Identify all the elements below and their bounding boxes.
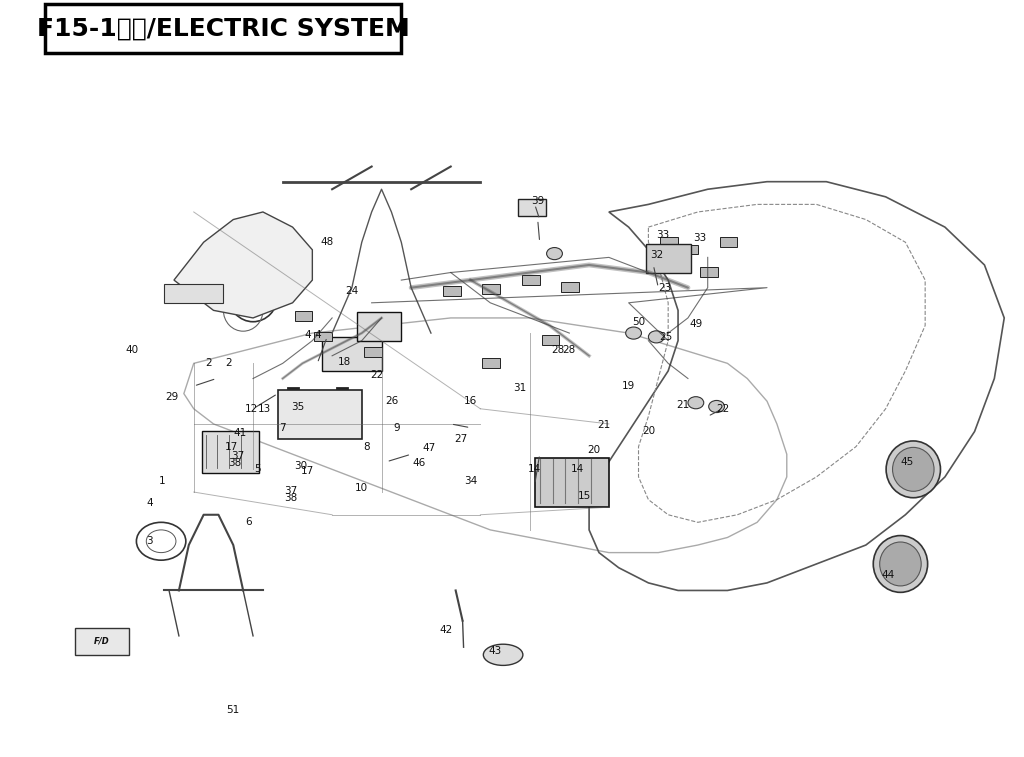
Bar <box>660 237 678 247</box>
Text: F/D: F/D <box>94 637 110 646</box>
Text: 29: 29 <box>165 392 178 403</box>
Bar <box>75 628 129 655</box>
Text: 7: 7 <box>280 422 286 433</box>
Bar <box>535 458 609 507</box>
Bar <box>518 199 546 216</box>
Text: 37: 37 <box>231 450 245 461</box>
Text: 38: 38 <box>228 458 242 469</box>
Text: 28: 28 <box>551 344 564 355</box>
Bar <box>699 267 718 277</box>
Bar <box>720 237 737 247</box>
Text: 43: 43 <box>488 646 502 656</box>
Text: 1: 1 <box>159 475 166 486</box>
Text: F15-1电气/ELECTRIC SYSTEM: F15-1电气/ELECTRIC SYSTEM <box>37 17 410 40</box>
Text: 8: 8 <box>364 441 370 452</box>
Bar <box>522 275 540 285</box>
Text: 9: 9 <box>393 422 399 433</box>
Bar <box>314 332 332 341</box>
Ellipse shape <box>880 542 922 586</box>
Text: 27: 27 <box>454 434 467 444</box>
Text: 33: 33 <box>693 233 707 244</box>
Text: 32: 32 <box>649 250 663 260</box>
Text: 17: 17 <box>224 441 238 452</box>
Bar <box>356 312 401 341</box>
Bar <box>542 335 559 345</box>
Bar <box>482 358 500 368</box>
Ellipse shape <box>893 447 934 491</box>
Text: 20: 20 <box>588 445 601 456</box>
Text: 41: 41 <box>233 428 247 438</box>
Text: 21: 21 <box>597 420 610 431</box>
Circle shape <box>648 331 665 343</box>
Ellipse shape <box>873 536 928 592</box>
Text: 19: 19 <box>622 381 635 391</box>
Text: 14: 14 <box>528 464 542 475</box>
Circle shape <box>626 327 641 339</box>
Bar <box>295 311 312 321</box>
Text: 17: 17 <box>301 466 314 476</box>
Bar <box>561 282 580 292</box>
Text: 26: 26 <box>385 396 398 407</box>
Text: 4: 4 <box>304 329 310 340</box>
Bar <box>45 4 401 53</box>
Bar <box>442 286 461 296</box>
Bar <box>323 337 382 371</box>
Polygon shape <box>174 212 312 318</box>
Bar <box>364 347 382 357</box>
Text: 22: 22 <box>370 369 383 380</box>
Text: 10: 10 <box>355 483 369 494</box>
Text: 2: 2 <box>225 358 231 369</box>
Text: 15: 15 <box>578 491 591 501</box>
Circle shape <box>709 400 725 413</box>
Ellipse shape <box>483 644 523 665</box>
Text: 12: 12 <box>245 403 258 414</box>
Text: 4: 4 <box>314 329 321 340</box>
Text: 13: 13 <box>258 403 271 414</box>
Text: 24: 24 <box>345 286 358 297</box>
Text: 14: 14 <box>570 464 584 475</box>
Text: 38: 38 <box>284 493 297 503</box>
Text: 28: 28 <box>563 344 575 355</box>
Text: 30: 30 <box>294 460 307 471</box>
Bar <box>164 284 223 303</box>
Text: 25: 25 <box>659 332 673 342</box>
Text: 50: 50 <box>632 316 645 327</box>
Text: 31: 31 <box>513 382 526 393</box>
Text: 44: 44 <box>881 570 894 581</box>
Text: 39: 39 <box>531 195 545 206</box>
Text: 20: 20 <box>642 426 655 437</box>
Text: 35: 35 <box>291 402 304 413</box>
Text: 3: 3 <box>146 536 153 547</box>
Text: 37: 37 <box>284 485 297 496</box>
Bar <box>482 284 500 294</box>
Text: 42: 42 <box>439 625 453 635</box>
Bar <box>680 245 697 254</box>
Text: 47: 47 <box>422 443 435 453</box>
Text: 23: 23 <box>658 282 672 293</box>
Text: 48: 48 <box>321 237 334 248</box>
Text: 22: 22 <box>716 403 729 414</box>
Bar <box>202 431 259 473</box>
Text: 33: 33 <box>656 229 670 240</box>
Text: 18: 18 <box>337 357 350 367</box>
Bar <box>278 390 361 439</box>
Ellipse shape <box>886 441 940 498</box>
Text: 4: 4 <box>146 498 153 509</box>
Text: 6: 6 <box>245 517 252 528</box>
Text: 51: 51 <box>226 705 240 715</box>
Circle shape <box>547 248 562 260</box>
Circle shape <box>688 397 703 409</box>
Text: 49: 49 <box>689 319 702 329</box>
Text: 40: 40 <box>126 344 139 355</box>
Text: 34: 34 <box>464 475 477 486</box>
Text: 2: 2 <box>205 358 212 369</box>
Text: 46: 46 <box>413 458 426 469</box>
Text: 5: 5 <box>255 464 261 475</box>
Text: 16: 16 <box>464 396 477 407</box>
Text: 21: 21 <box>677 400 689 410</box>
Text: 45: 45 <box>901 456 914 467</box>
Bar <box>646 244 691 273</box>
